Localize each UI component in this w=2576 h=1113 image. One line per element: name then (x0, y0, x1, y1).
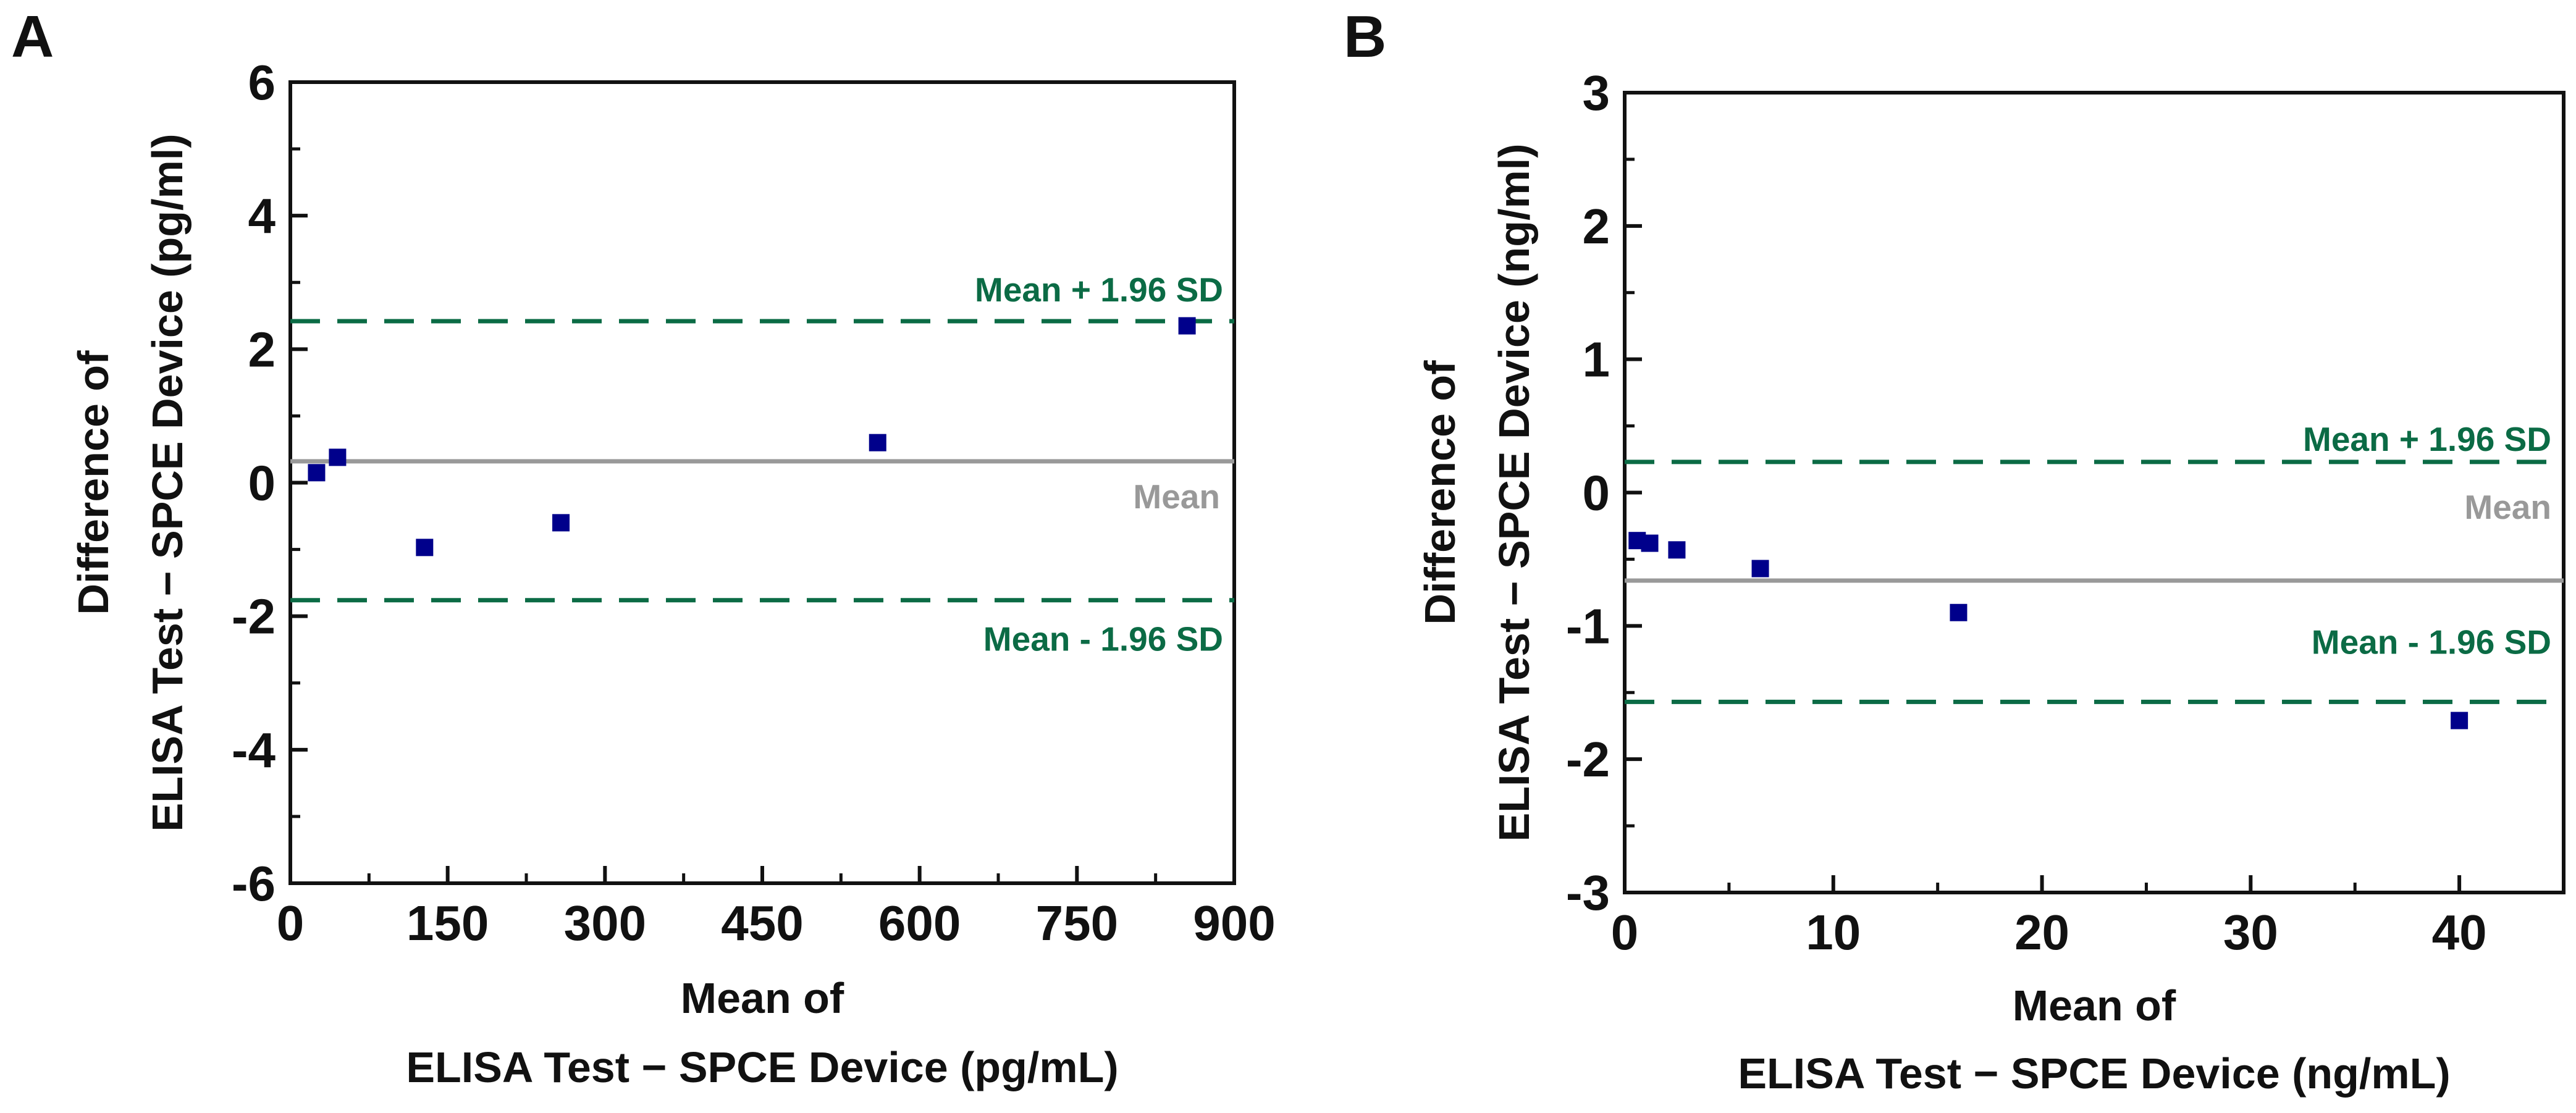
panel-b-data-point (1751, 560, 1769, 578)
panel-a-x-tick-label: 450 (721, 896, 803, 951)
panel-a-letter: A (11, 4, 54, 70)
panel-a-data-point (1178, 317, 1196, 335)
panel-a-y-tick-label: -4 (232, 723, 276, 778)
panel-a-x-axis-title-line1: Mean of (681, 974, 844, 1022)
panel-a-y-tick-label: 2 (248, 322, 276, 377)
panel-b-data-point (1950, 603, 1968, 621)
panel-a-y-tick-label: -6 (232, 856, 276, 911)
panel-a-x-tick-label: 750 (1036, 896, 1118, 951)
panel-a-y-tick-label: 0 (248, 456, 276, 511)
panel-b-upper-limit-label: Mean + 1.96 SD (2303, 420, 2551, 458)
panel-a-lower-limit-label: Mean - 1.96 SD (983, 620, 1223, 658)
panel-b-y-tick-label: 3 (1583, 65, 1610, 120)
panel-a-x-tick-label: 600 (878, 896, 961, 951)
panel-a-y-axis-title-line2: ELISA Test − SPCE Device (pg/ml) (143, 133, 192, 831)
panel-b: B 0 10 20 30 40 -3 -2 -1 0 1 2 3 Mean + 1.96 SD Mean Me… (1344, 4, 2565, 1098)
panel-a-upper-limit-label: Mean + 1.96 SD (975, 271, 1223, 309)
panel-b-y-axis-title-line2: ELISA Test − SPCE Device (ng/ml) (1490, 143, 1538, 841)
panel-b-data-point (2451, 712, 2469, 729)
panel-b-x-tick-label: 10 (1806, 905, 1861, 960)
panel-b-y-tick-label: -3 (1566, 865, 1610, 920)
panel-a: A 0 150 300 450 600 750 900 -6 -4 -2 0 2 4 6 Mean + 1.9… (11, 4, 1276, 1091)
panel-b-data-point (1668, 541, 1686, 559)
panel-b-mean-label: Mean (2464, 488, 2551, 526)
panel-a-y-tick-label: 4 (248, 188, 276, 243)
panel-a-data-point (308, 464, 326, 482)
panel-b-y-tick-label: -2 (1566, 732, 1610, 787)
panel-a-x-tick-label: 900 (1193, 896, 1275, 951)
panel-a-mean-label: Mean (1133, 477, 1220, 516)
panel-a-x-tick-label: 150 (406, 896, 489, 951)
panel-b-letter: B (1344, 4, 1386, 70)
panel-b-y-tick-label: -1 (1566, 598, 1610, 653)
panel-b-x-tick-label: 0 (1611, 905, 1639, 960)
panel-b-x-tick-label: 30 (2223, 905, 2278, 960)
panel-b-x-axis-title-line1: Mean of (2013, 981, 2176, 1030)
panel-a-data-point (329, 448, 347, 466)
panel-a-y-tick-label: -2 (232, 589, 276, 644)
panel-b-x-tick-label: 40 (2432, 905, 2487, 960)
panel-a-data-point (869, 434, 886, 452)
panel-a-y-axis-title-line1: Difference of (69, 350, 117, 615)
panel-a-y-tick-label: 6 (248, 55, 276, 110)
panel-b-data-point (1641, 534, 1659, 552)
panel-b-y-axis-title-line1: Difference of (1416, 360, 1464, 625)
panel-b-lower-limit-label: Mean - 1.96 SD (2312, 623, 2551, 661)
panel-a-x-tick-label: 300 (564, 896, 646, 951)
panel-b-y-tick-label: 2 (1583, 199, 1610, 254)
panel-b-y-tick-label: 1 (1583, 332, 1610, 387)
panel-a-x-tick-label: 0 (277, 896, 305, 951)
panel-a-data-point (552, 514, 570, 532)
panel-b-y-tick-label: 0 (1583, 466, 1610, 521)
panel-a-data-point (416, 539, 434, 556)
panel-b-x-tick-label: 20 (2014, 905, 2069, 960)
panel-b-x-axis-title-line2: ELISA Test − SPCE Device (ng/mL) (1738, 1049, 2450, 1098)
panel-a-x-axis-title-line2: ELISA Test − SPCE Device (pg/mL) (406, 1043, 1118, 1091)
